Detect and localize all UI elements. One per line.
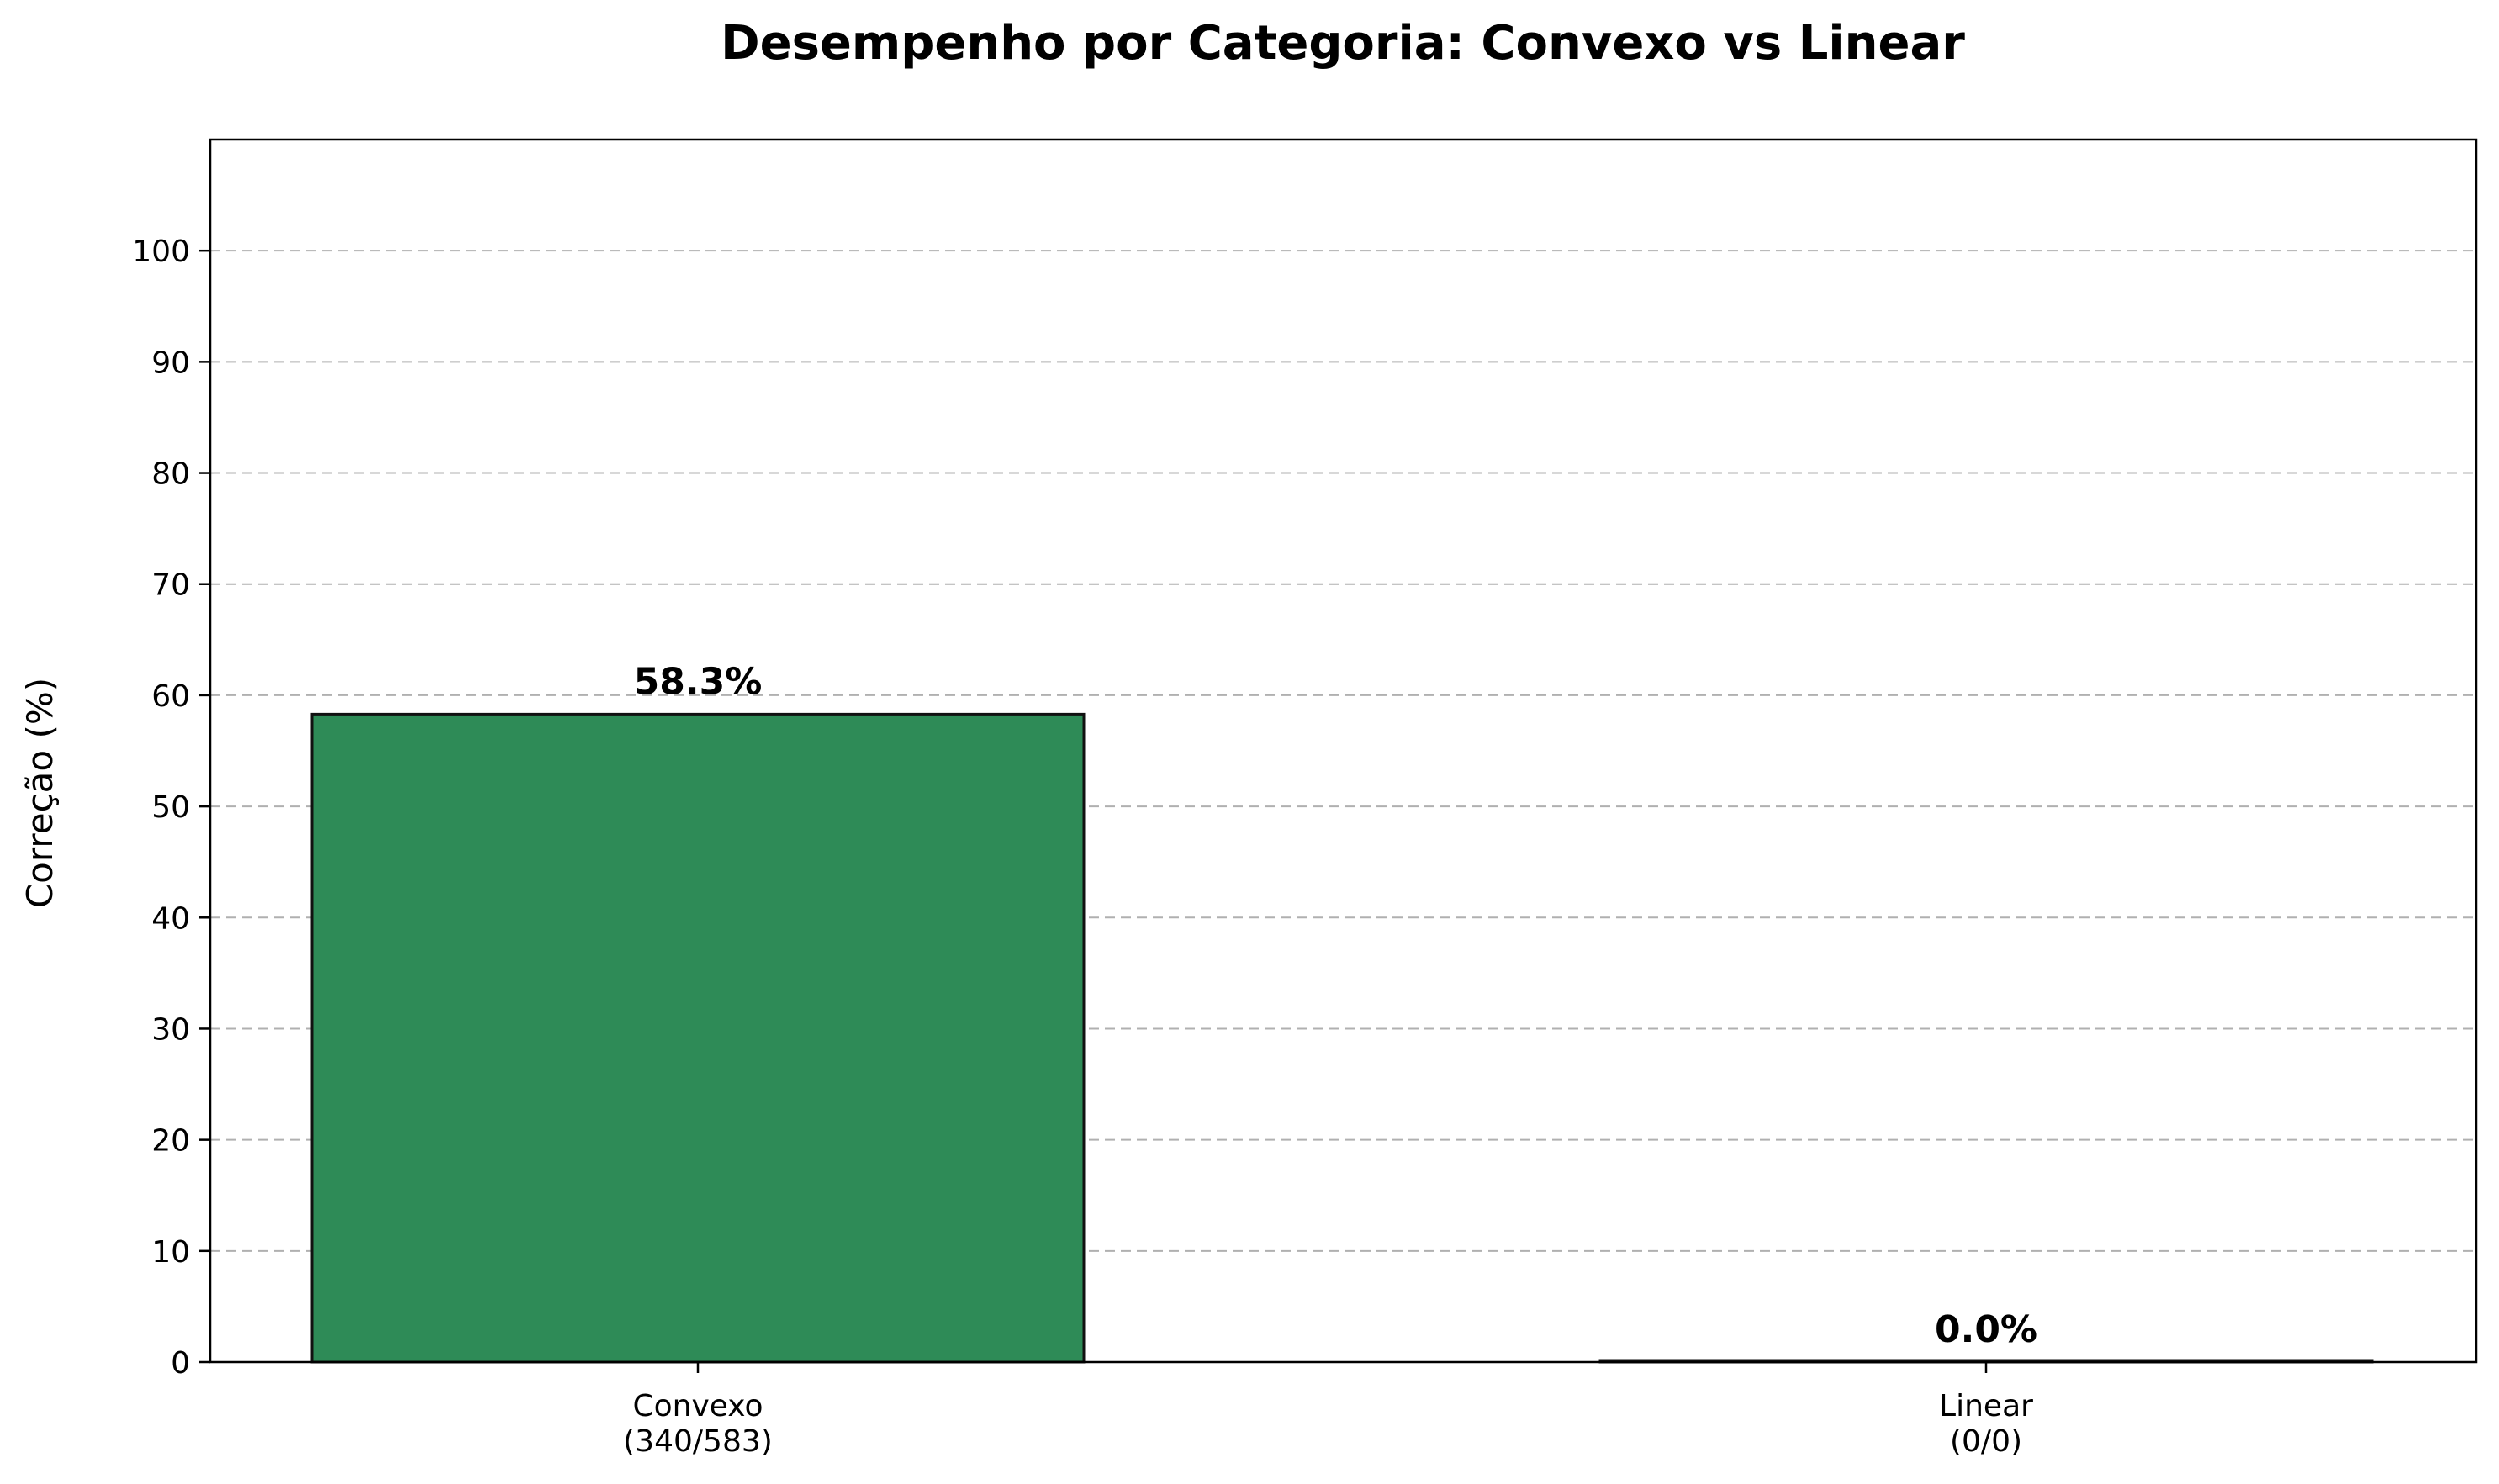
y-tick-label: 60 (151, 679, 190, 714)
y-tick-label: 50 (151, 790, 190, 825)
y-tick-label: 100 (132, 235, 190, 269)
y-tick-label: 40 (151, 901, 190, 936)
y-tick-label: 90 (151, 346, 190, 380)
plot-area-frame (209, 138, 2478, 1364)
bar-convexo (310, 712, 1086, 1364)
y-tick-label: 0 (171, 1346, 190, 1381)
x-tick-label: Convexo (632, 1389, 763, 1423)
data-label: 58.3% (634, 660, 763, 703)
y-tick-label: 70 (151, 568, 190, 603)
x-tick-label: Linear (1939, 1389, 2033, 1423)
y-axis-label: Correção (%) (19, 678, 61, 908)
data-label: 0.0% (1935, 1308, 2037, 1351)
data-labels: 58.3% 0.0% (634, 660, 2037, 1351)
chart-title: Desempenho por Categoria: Convexo vs Lin… (721, 16, 1965, 71)
x-tick-sublabel: (340/583) (623, 1424, 773, 1459)
axis-ticks: 0 10 20 30 40 50 60 70 80 90 100 Convexo(340/583) Li… (132, 235, 2033, 1459)
x-tick-sublabel: (0/0) (1950, 1424, 2022, 1459)
y-tick-label: 30 (151, 1012, 190, 1047)
bars (310, 712, 2374, 1364)
y-tick-label: 80 (151, 457, 190, 492)
y-tick-label: 20 (151, 1124, 190, 1159)
y-tick-label: 10 (151, 1235, 190, 1270)
